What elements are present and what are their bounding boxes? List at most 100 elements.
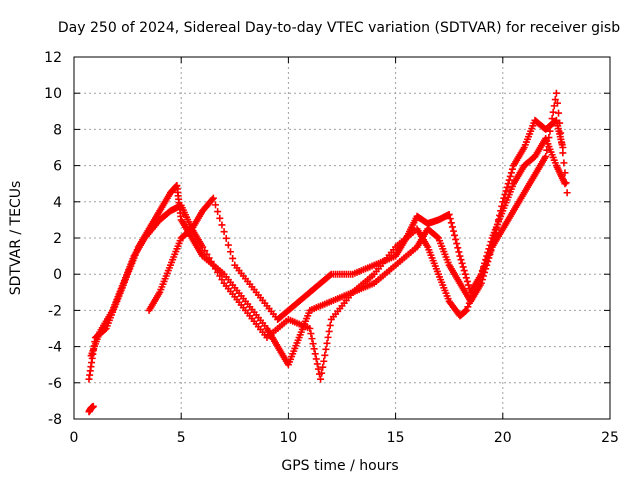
data-point <box>508 165 516 173</box>
data-point <box>476 274 484 282</box>
data-point <box>561 180 569 188</box>
data-point <box>203 250 211 258</box>
data-point <box>452 235 460 243</box>
data-point <box>224 241 232 249</box>
data-point <box>207 258 215 266</box>
plot-frame <box>73 56 611 420</box>
data-point <box>205 254 213 262</box>
data-point <box>503 183 511 191</box>
data-point <box>474 277 482 285</box>
y-tick-label: 6 <box>53 159 62 175</box>
data-point <box>322 345 330 353</box>
data-point <box>229 254 237 262</box>
data-point <box>464 281 472 289</box>
data-point <box>561 169 569 177</box>
data-point <box>218 221 226 229</box>
data-point <box>558 139 566 147</box>
data-point <box>309 340 317 348</box>
data-point <box>562 179 570 187</box>
y-tick-label: 8 <box>53 122 62 138</box>
data-point <box>321 351 329 359</box>
y-tick-label: -6 <box>48 376 62 392</box>
data-point <box>445 210 453 218</box>
data-point <box>463 277 471 285</box>
data-point <box>448 223 456 231</box>
data-point <box>546 127 554 135</box>
y-tick-label: 2 <box>53 231 62 247</box>
series-outlier-start <box>85 402 97 416</box>
data-point <box>548 115 556 123</box>
data-point <box>456 252 464 260</box>
y-axis-label: SDTVAR / TECUs <box>8 181 24 296</box>
data-point <box>544 140 552 148</box>
data-point <box>313 360 321 368</box>
data-point <box>543 146 551 154</box>
data-point <box>464 303 472 311</box>
data-point <box>556 119 564 127</box>
y-tick-label: 0 <box>53 267 62 283</box>
data-point <box>212 265 220 273</box>
data-point <box>547 121 555 129</box>
data-point <box>317 375 325 383</box>
data-point <box>502 187 510 195</box>
data-point <box>542 153 550 161</box>
data-point <box>460 267 468 275</box>
data-point <box>461 270 469 278</box>
data-point <box>552 89 560 97</box>
data-point <box>453 240 461 248</box>
data-point <box>312 355 320 363</box>
data-point <box>214 268 222 276</box>
grid-lines <box>74 57 610 419</box>
data-point <box>326 271 334 279</box>
data-point <box>471 285 479 293</box>
x-axis-label: GPS time / hours <box>281 458 398 474</box>
data-point <box>216 214 224 222</box>
data-point <box>557 129 565 137</box>
y-tick-label: -4 <box>48 340 62 356</box>
data-point <box>505 176 513 184</box>
data-point <box>465 299 473 307</box>
x-tick-label: 15 <box>387 430 405 446</box>
x-tick-label: 25 <box>601 430 619 446</box>
chart-title: Day 250 of 2024, Sidereal Day-to-day VTE… <box>58 20 620 36</box>
data-point <box>549 108 557 116</box>
data-point <box>89 402 97 410</box>
data-point <box>468 292 476 300</box>
series-track-3 <box>145 89 571 383</box>
data-point <box>449 227 457 235</box>
data-point <box>201 247 209 255</box>
data-point <box>324 333 332 341</box>
data-point <box>447 219 455 227</box>
data-point <box>326 321 334 329</box>
data-point <box>545 134 553 142</box>
data-point <box>451 231 459 239</box>
data-point <box>459 263 467 271</box>
series-track-2 <box>87 134 569 360</box>
data-point <box>212 201 220 209</box>
data-point <box>220 228 228 236</box>
data-point <box>563 189 571 197</box>
data-point <box>323 339 331 347</box>
y-tick-label: 12 <box>44 50 62 66</box>
data-point <box>218 276 226 284</box>
data-point <box>308 335 316 343</box>
data-point <box>506 172 514 180</box>
data-point <box>458 259 466 267</box>
y-tick-label: -8 <box>48 412 62 428</box>
x-tick-label: 10 <box>279 430 297 446</box>
data-point <box>560 159 568 167</box>
data-point <box>455 248 463 256</box>
data-point <box>473 281 481 289</box>
data-point <box>446 215 454 223</box>
data-point <box>454 244 462 252</box>
data-point <box>553 99 561 107</box>
data-point <box>310 345 318 353</box>
data-point <box>433 233 441 241</box>
data-point <box>320 357 328 365</box>
data-point <box>314 365 322 373</box>
data-point <box>214 208 222 216</box>
data-point <box>318 369 326 377</box>
data-point <box>462 274 470 282</box>
data-markers <box>85 89 571 416</box>
